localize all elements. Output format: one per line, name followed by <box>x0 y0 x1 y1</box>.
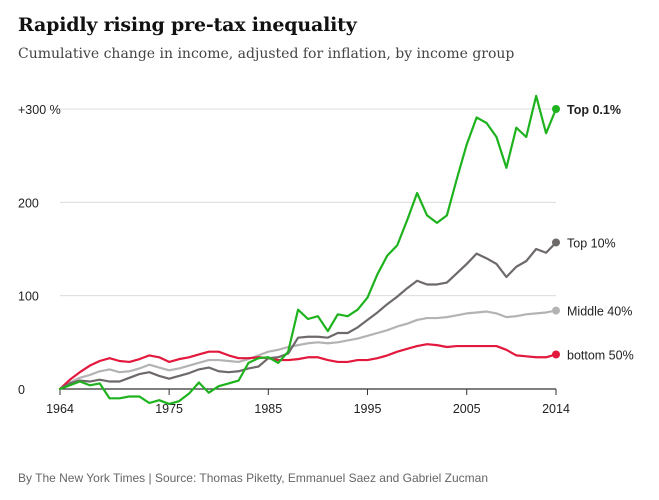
series-end-point <box>552 306 560 315</box>
series-label: Middle 40% <box>567 305 632 319</box>
series-line <box>58 343 558 391</box>
series-label: Top 10% <box>567 236 616 250</box>
series-end-point <box>552 350 560 359</box>
chart-title: Rapidly rising pre-tax inequality <box>18 14 357 36</box>
y-tick-label: +300 % <box>18 103 61 117</box>
y-tick-label: 100 <box>18 290 39 304</box>
series-label: bottom 50% <box>567 348 634 362</box>
x-tick-label: 2014 <box>542 402 570 416</box>
series-end-point <box>552 238 560 247</box>
x-tick-label: 1975 <box>155 402 183 416</box>
chart-subtitle: Cumulative change in income, adjusted fo… <box>18 46 515 62</box>
series-line <box>58 94 558 406</box>
series-label: Top 0.1% <box>567 103 621 117</box>
series-end-point <box>552 105 560 113</box>
x-tick-label: 1995 <box>354 402 382 416</box>
x-tick-label: 1985 <box>254 402 282 416</box>
x-tick-label: 2005 <box>453 402 481 416</box>
source-note: By The New York Times | Source: Thomas P… <box>18 471 488 485</box>
x-tick-label: 1964 <box>46 402 74 416</box>
y-tick-label: 200 <box>18 196 39 210</box>
y-tick-label: 0 <box>18 383 25 397</box>
series-line <box>58 241 558 391</box>
series-line <box>58 309 558 391</box>
